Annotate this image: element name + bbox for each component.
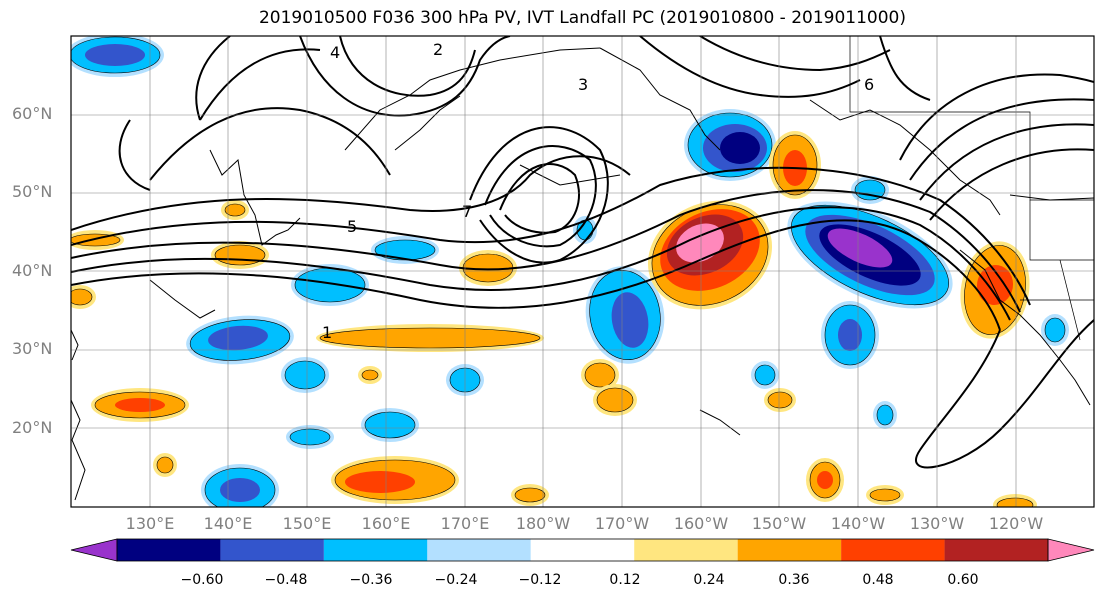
lat-label-30n: 30°N bbox=[12, 339, 53, 358]
shading-region bbox=[596, 387, 634, 413]
shading-region bbox=[584, 362, 616, 388]
lat-label-20n: 20°N bbox=[12, 418, 53, 437]
shading-region bbox=[838, 319, 862, 351]
contour-label-6: 6 bbox=[864, 75, 874, 94]
shading-region bbox=[976, 265, 1014, 305]
map-content: 1 2 3 4 5 6 7 bbox=[71, 36, 1094, 507]
shading-region bbox=[611, 292, 649, 348]
colorbar-segment bbox=[427, 539, 531, 561]
contour-label-3: 3 bbox=[578, 75, 588, 94]
map-plot: 1 2 3 4 5 6 7 bbox=[70, 35, 1095, 508]
colorbar-tick: −0.60 bbox=[180, 572, 224, 588]
shading-region bbox=[220, 478, 260, 502]
lon-label-160e: 160°E bbox=[361, 514, 411, 533]
contour-label-group: 1 2 3 4 5 6 7 bbox=[322, 40, 874, 342]
ivt-shading bbox=[71, 36, 1069, 507]
colorbar-segment bbox=[634, 539, 738, 561]
shading-region bbox=[374, 239, 436, 261]
contour-label-4: 4 bbox=[330, 43, 340, 62]
contour-label-1: 1 bbox=[322, 323, 332, 342]
lat-label-40n: 40°N bbox=[12, 261, 53, 280]
shading-region bbox=[85, 44, 145, 66]
lat-label-60n: 60°N bbox=[12, 104, 53, 123]
colorbar-segment bbox=[737, 539, 842, 561]
shading-region bbox=[214, 244, 266, 266]
lon-label-130e: 130°E bbox=[125, 514, 175, 533]
shading-region bbox=[827, 228, 893, 268]
lon-label-140w: 140°W bbox=[830, 514, 886, 533]
colorbar-segment bbox=[841, 539, 945, 561]
colorbar-tick: 0.48 bbox=[862, 572, 894, 588]
shading-region bbox=[876, 404, 894, 426]
shading-region bbox=[71, 288, 93, 306]
lon-label-170w: 170°W bbox=[594, 514, 650, 533]
shading-region bbox=[156, 456, 174, 474]
shading-region bbox=[361, 369, 379, 381]
colorbar-segments bbox=[70, 538, 1095, 562]
contour-label-2: 2 bbox=[433, 40, 443, 59]
colorbar-segment bbox=[944, 539, 1048, 561]
shading-region bbox=[319, 327, 541, 349]
colorbar-tick: 0.12 bbox=[609, 572, 641, 588]
colorbar-tick: 0.60 bbox=[947, 572, 979, 588]
lon-label-140e: 140°E bbox=[203, 514, 253, 533]
shading-region bbox=[224, 203, 246, 217]
shading-region bbox=[284, 360, 326, 390]
lon-label-160w: 160°W bbox=[673, 514, 729, 533]
map-frame bbox=[70, 35, 1095, 508]
shading-region bbox=[720, 132, 760, 164]
shading-region bbox=[208, 325, 268, 351]
lon-label-130w: 130°W bbox=[909, 514, 965, 533]
pv-contours bbox=[71, 36, 1094, 469]
colorbar-segment bbox=[220, 539, 324, 561]
shading-region bbox=[676, 223, 724, 263]
lon-label-180w: 180°W bbox=[515, 514, 571, 533]
shading-region bbox=[854, 179, 886, 201]
colorbar-segment bbox=[323, 539, 428, 561]
map-title: 2019010500 F036 300 hPa PV, IVT Landfall… bbox=[258, 8, 906, 28]
colorbar-segment bbox=[117, 539, 221, 561]
shading-region bbox=[869, 488, 901, 502]
lon-label-150w: 150°W bbox=[751, 514, 807, 533]
lon-label-170e: 170°E bbox=[440, 514, 490, 533]
colorbar-tick: −0.24 bbox=[434, 572, 478, 588]
shading-region bbox=[294, 267, 366, 303]
shading-region bbox=[1044, 317, 1066, 343]
shading-region bbox=[514, 487, 546, 503]
colorbar-tick: −0.36 bbox=[349, 572, 393, 588]
shading-region bbox=[754, 364, 776, 386]
political-borders bbox=[849, 36, 1094, 341]
shading-region bbox=[767, 391, 793, 409]
colorbar-tick: 0.24 bbox=[693, 572, 725, 588]
lat-label-50n: 50°N bbox=[12, 182, 53, 201]
gridlines bbox=[71, 36, 1094, 507]
contour-label-5: 5 bbox=[347, 217, 357, 236]
lon-label-120w: 120°W bbox=[988, 514, 1044, 533]
colorbar-segment bbox=[530, 539, 635, 561]
lon-label-150e: 150°E bbox=[282, 514, 332, 533]
colorbar-tick: −0.12 bbox=[518, 572, 562, 588]
shading-region bbox=[345, 471, 415, 493]
colorbar-outline bbox=[116, 538, 1049, 562]
shading-region bbox=[817, 471, 833, 489]
contour-label-7: 7 bbox=[462, 202, 472, 221]
shading-region bbox=[115, 398, 165, 412]
shading-region bbox=[289, 428, 331, 446]
colorbar-tick: −0.48 bbox=[264, 572, 308, 588]
colorbar-extend-high bbox=[1047, 538, 1095, 562]
shading-region bbox=[996, 497, 1034, 507]
colorbar-extend-low bbox=[70, 538, 118, 562]
shading-region bbox=[364, 411, 416, 439]
colorbar-tick: 0.36 bbox=[778, 572, 810, 588]
